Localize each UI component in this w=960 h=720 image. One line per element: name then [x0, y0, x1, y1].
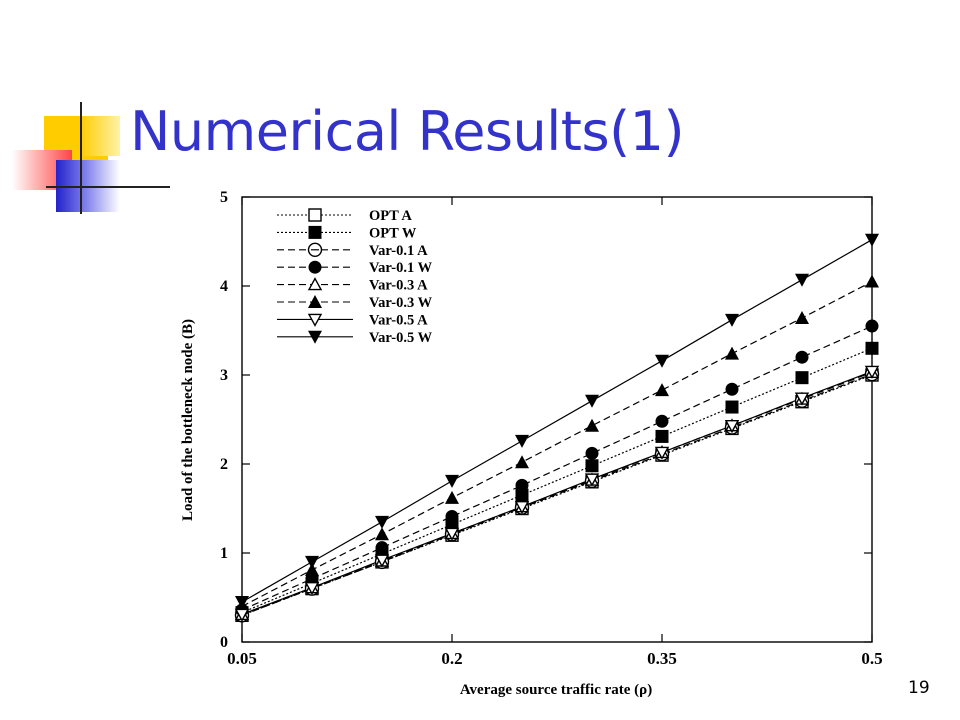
series-line [241, 370, 873, 615]
deco-horizontal-line [46, 186, 170, 188]
data-point [585, 418, 599, 432]
y-tick-label: 5 [220, 189, 228, 206]
deco-vertical-line [80, 102, 82, 214]
x-tick-label: 0.5 [861, 649, 882, 668]
legend-label: Var-0.3 A [369, 278, 428, 294]
data-point [655, 383, 669, 397]
series-line [241, 373, 873, 616]
data-point [865, 274, 879, 288]
data-point [865, 233, 879, 247]
series-markers [234, 233, 880, 623]
x-tick-label: 0.2 [441, 649, 462, 668]
tick-labels: 0.05 0.2 0.35 0.5 0 1 2 3 4 5 [220, 189, 883, 668]
data-point [445, 510, 459, 524]
data-point [725, 346, 739, 360]
legend-label: Var-0.3 W [369, 295, 433, 311]
data-point [655, 429, 669, 443]
data-point [445, 474, 459, 488]
data-point [725, 400, 739, 414]
legend-marker [308, 208, 322, 222]
data-point [585, 459, 599, 473]
series-line [241, 347, 873, 614]
legend-label: Var-0.5 A [369, 312, 428, 328]
slide-title: Numerical Results(1) [130, 100, 685, 163]
data-point [655, 414, 669, 428]
x-tick-label: 0.05 [227, 649, 257, 668]
plot-frame [241, 196, 873, 643]
legend-label: Var-0.1 A [369, 243, 428, 259]
y-tick-label: 3 [220, 367, 228, 384]
data-point [375, 541, 389, 555]
series-line [241, 325, 873, 611]
data-point [585, 394, 599, 408]
data-point [375, 515, 389, 529]
data-point [655, 354, 669, 368]
data-point [445, 490, 459, 504]
data-point [865, 319, 879, 333]
series-line [241, 239, 873, 603]
data-point [795, 273, 809, 287]
data-point [725, 382, 739, 396]
data-point [515, 434, 529, 448]
data-point [585, 446, 599, 460]
slide-number: 19 [908, 678, 930, 698]
legend-label: OPT W [369, 225, 417, 241]
legend-marker [308, 260, 322, 274]
data-point [515, 478, 529, 492]
data-point [515, 455, 529, 469]
y-tick-label: 4 [220, 278, 228, 295]
data-point [375, 527, 389, 541]
legend-label: OPT A [369, 208, 412, 224]
legend-marker [307, 242, 323, 257]
y-tick-label: 2 [220, 456, 228, 473]
data-point [305, 555, 319, 569]
x-axis-label: Average source traffic rate (ρ) [460, 682, 652, 698]
data-point [725, 313, 739, 327]
data-point [795, 311, 809, 325]
axis-ticks [241, 196, 873, 643]
legend-marker [308, 225, 322, 239]
plot-border [241, 196, 873, 643]
y-axis-label: Load of the bottleneck node (B) [180, 319, 196, 521]
data-point [795, 350, 809, 364]
data-point [865, 341, 879, 355]
legend-label: Var-0.1 W [369, 260, 433, 276]
series-lines [241, 239, 873, 616]
y-tick-label: 1 [220, 545, 228, 562]
y-tick-label: 0 [220, 634, 228, 651]
series-line [241, 281, 873, 607]
legend-label: Var-0.5 W [369, 330, 433, 346]
x-tick-label: 0.35 [647, 649, 677, 668]
deco-yellow-square-shade [80, 116, 120, 156]
data-point [795, 371, 809, 385]
